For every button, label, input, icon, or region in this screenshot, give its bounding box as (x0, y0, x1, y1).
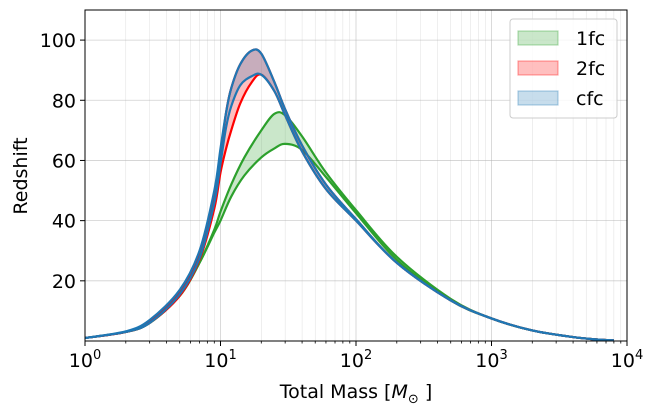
x-axis-label-symbol: M (391, 381, 407, 403)
legend-label-1fc: 1fc (576, 28, 605, 50)
legend: 1fc 2fc cfc (509, 18, 618, 119)
x-tick-label: 100 (69, 348, 101, 372)
y-tick-label: 60 (52, 150, 76, 172)
x-axis-label-suffix: ] (419, 381, 432, 403)
band-lower-line-cfc (84, 72, 614, 342)
x-tick-label: 103 (475, 348, 507, 372)
y-tick-label: 40 (52, 211, 76, 233)
legend-label-cfc: cfc (576, 88, 604, 110)
data-bands (84, 48, 614, 342)
x-tick-label: 102 (340, 348, 372, 372)
legend-swatch-1fc (517, 30, 559, 46)
y-tick-label: 100 (40, 30, 76, 52)
axis-ticks: 100 101 102 103 104 20 40 60 80 100 (40, 30, 644, 372)
y-tick-label: 80 (52, 90, 76, 112)
legend-frame (509, 18, 618, 119)
x-axis-label-prefix: Total Mass [ (279, 381, 392, 403)
x-axis-label: Total Mass [M⊙ ] (279, 381, 432, 407)
y-axis-label: Redshift (10, 137, 32, 214)
y-tick-label: 20 (52, 271, 76, 293)
x-tick-label: 101 (204, 348, 236, 372)
legend-swatch-2fc (517, 60, 559, 76)
x-axis-label-subscript: ⊙ (408, 392, 419, 407)
x-tick-label: 104 (611, 348, 643, 372)
legend-label-2fc: 2fc (576, 58, 605, 80)
legend-swatch-cfc (517, 90, 559, 106)
